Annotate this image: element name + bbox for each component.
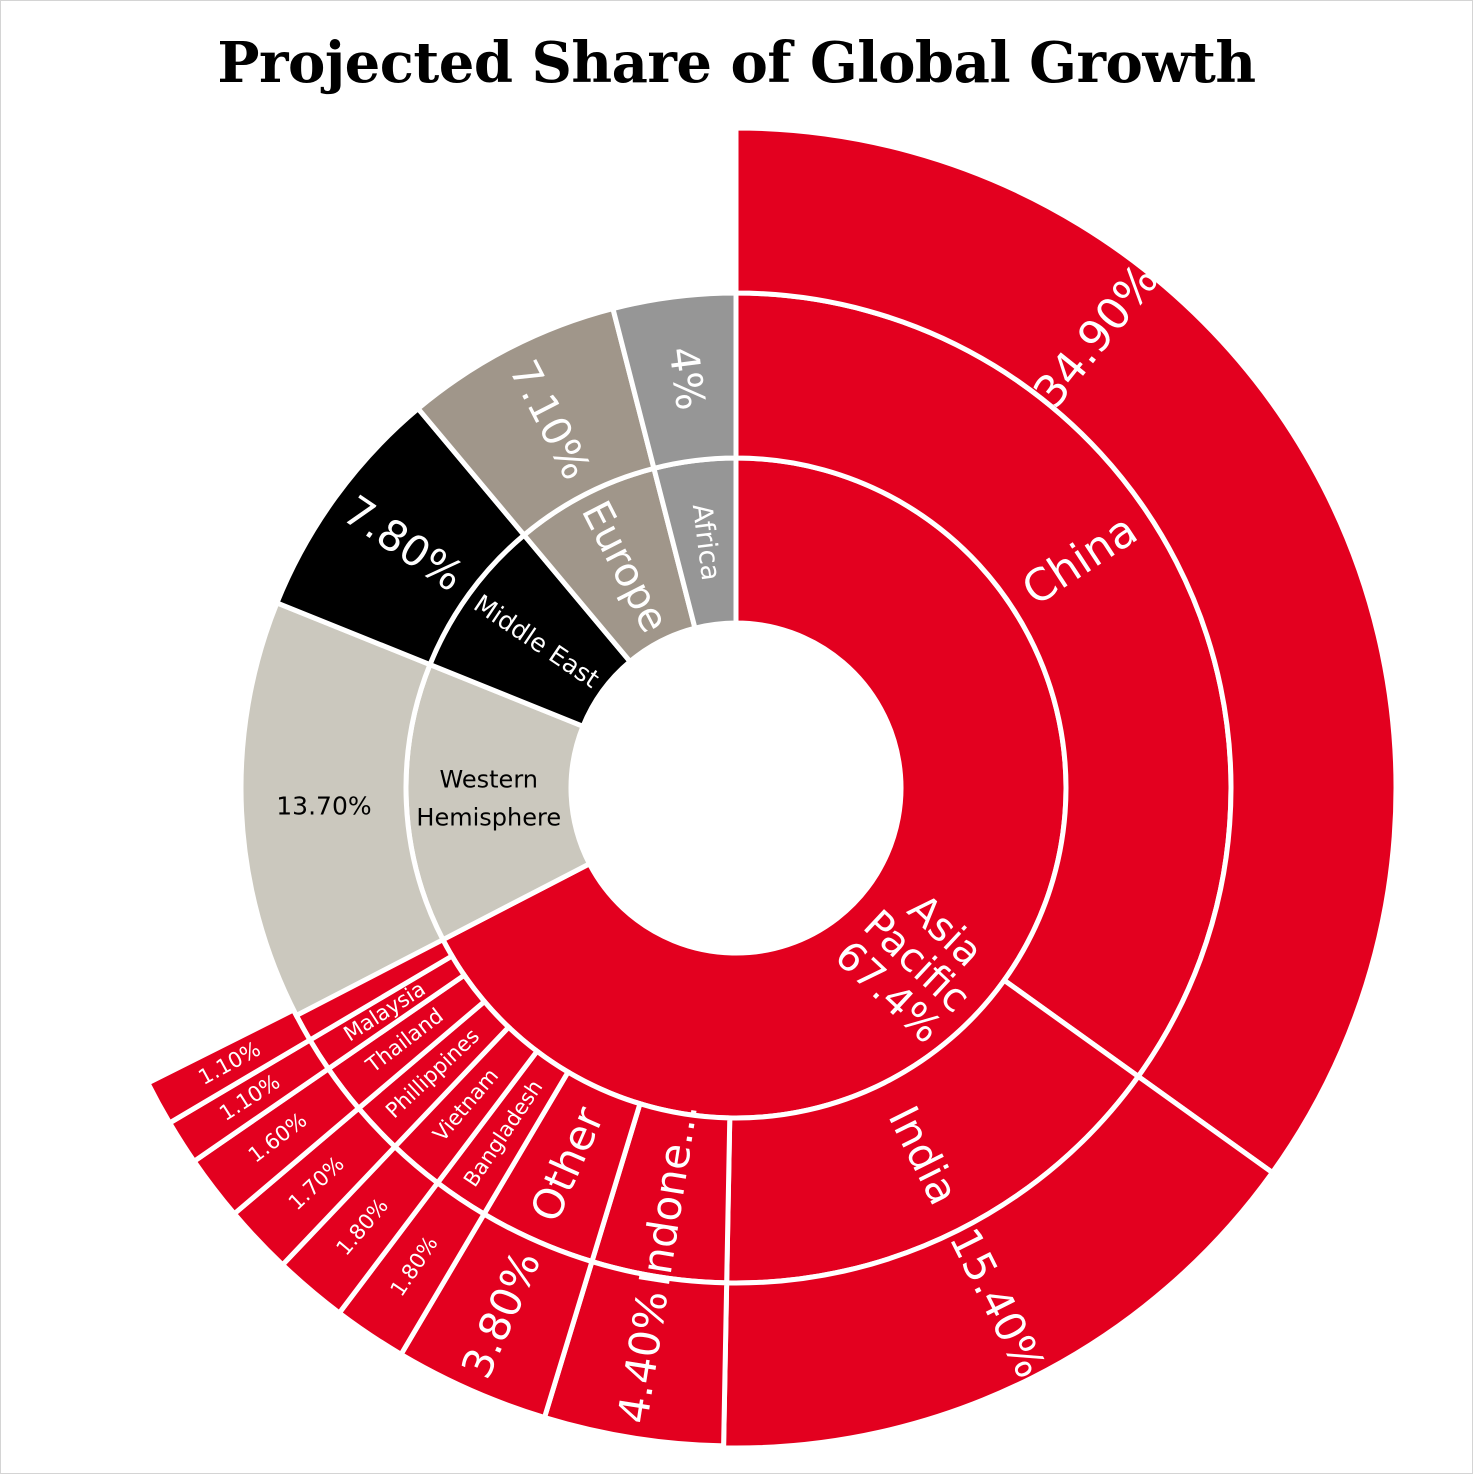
segment-value-china [733, 125, 1399, 1177]
label-region-western-hemisphere: Western Hemisphere [416, 766, 561, 832]
label-region-asia-pacific: AsiaPacific67.4% [826, 871, 1008, 1053]
label-value-western-hemisphere: 13.70% [276, 791, 371, 820]
label-value-africa: 4% [659, 344, 713, 413]
segment-value-africa [609, 290, 739, 472]
chart-title: Projected Share of Global Growth [217, 30, 1256, 96]
